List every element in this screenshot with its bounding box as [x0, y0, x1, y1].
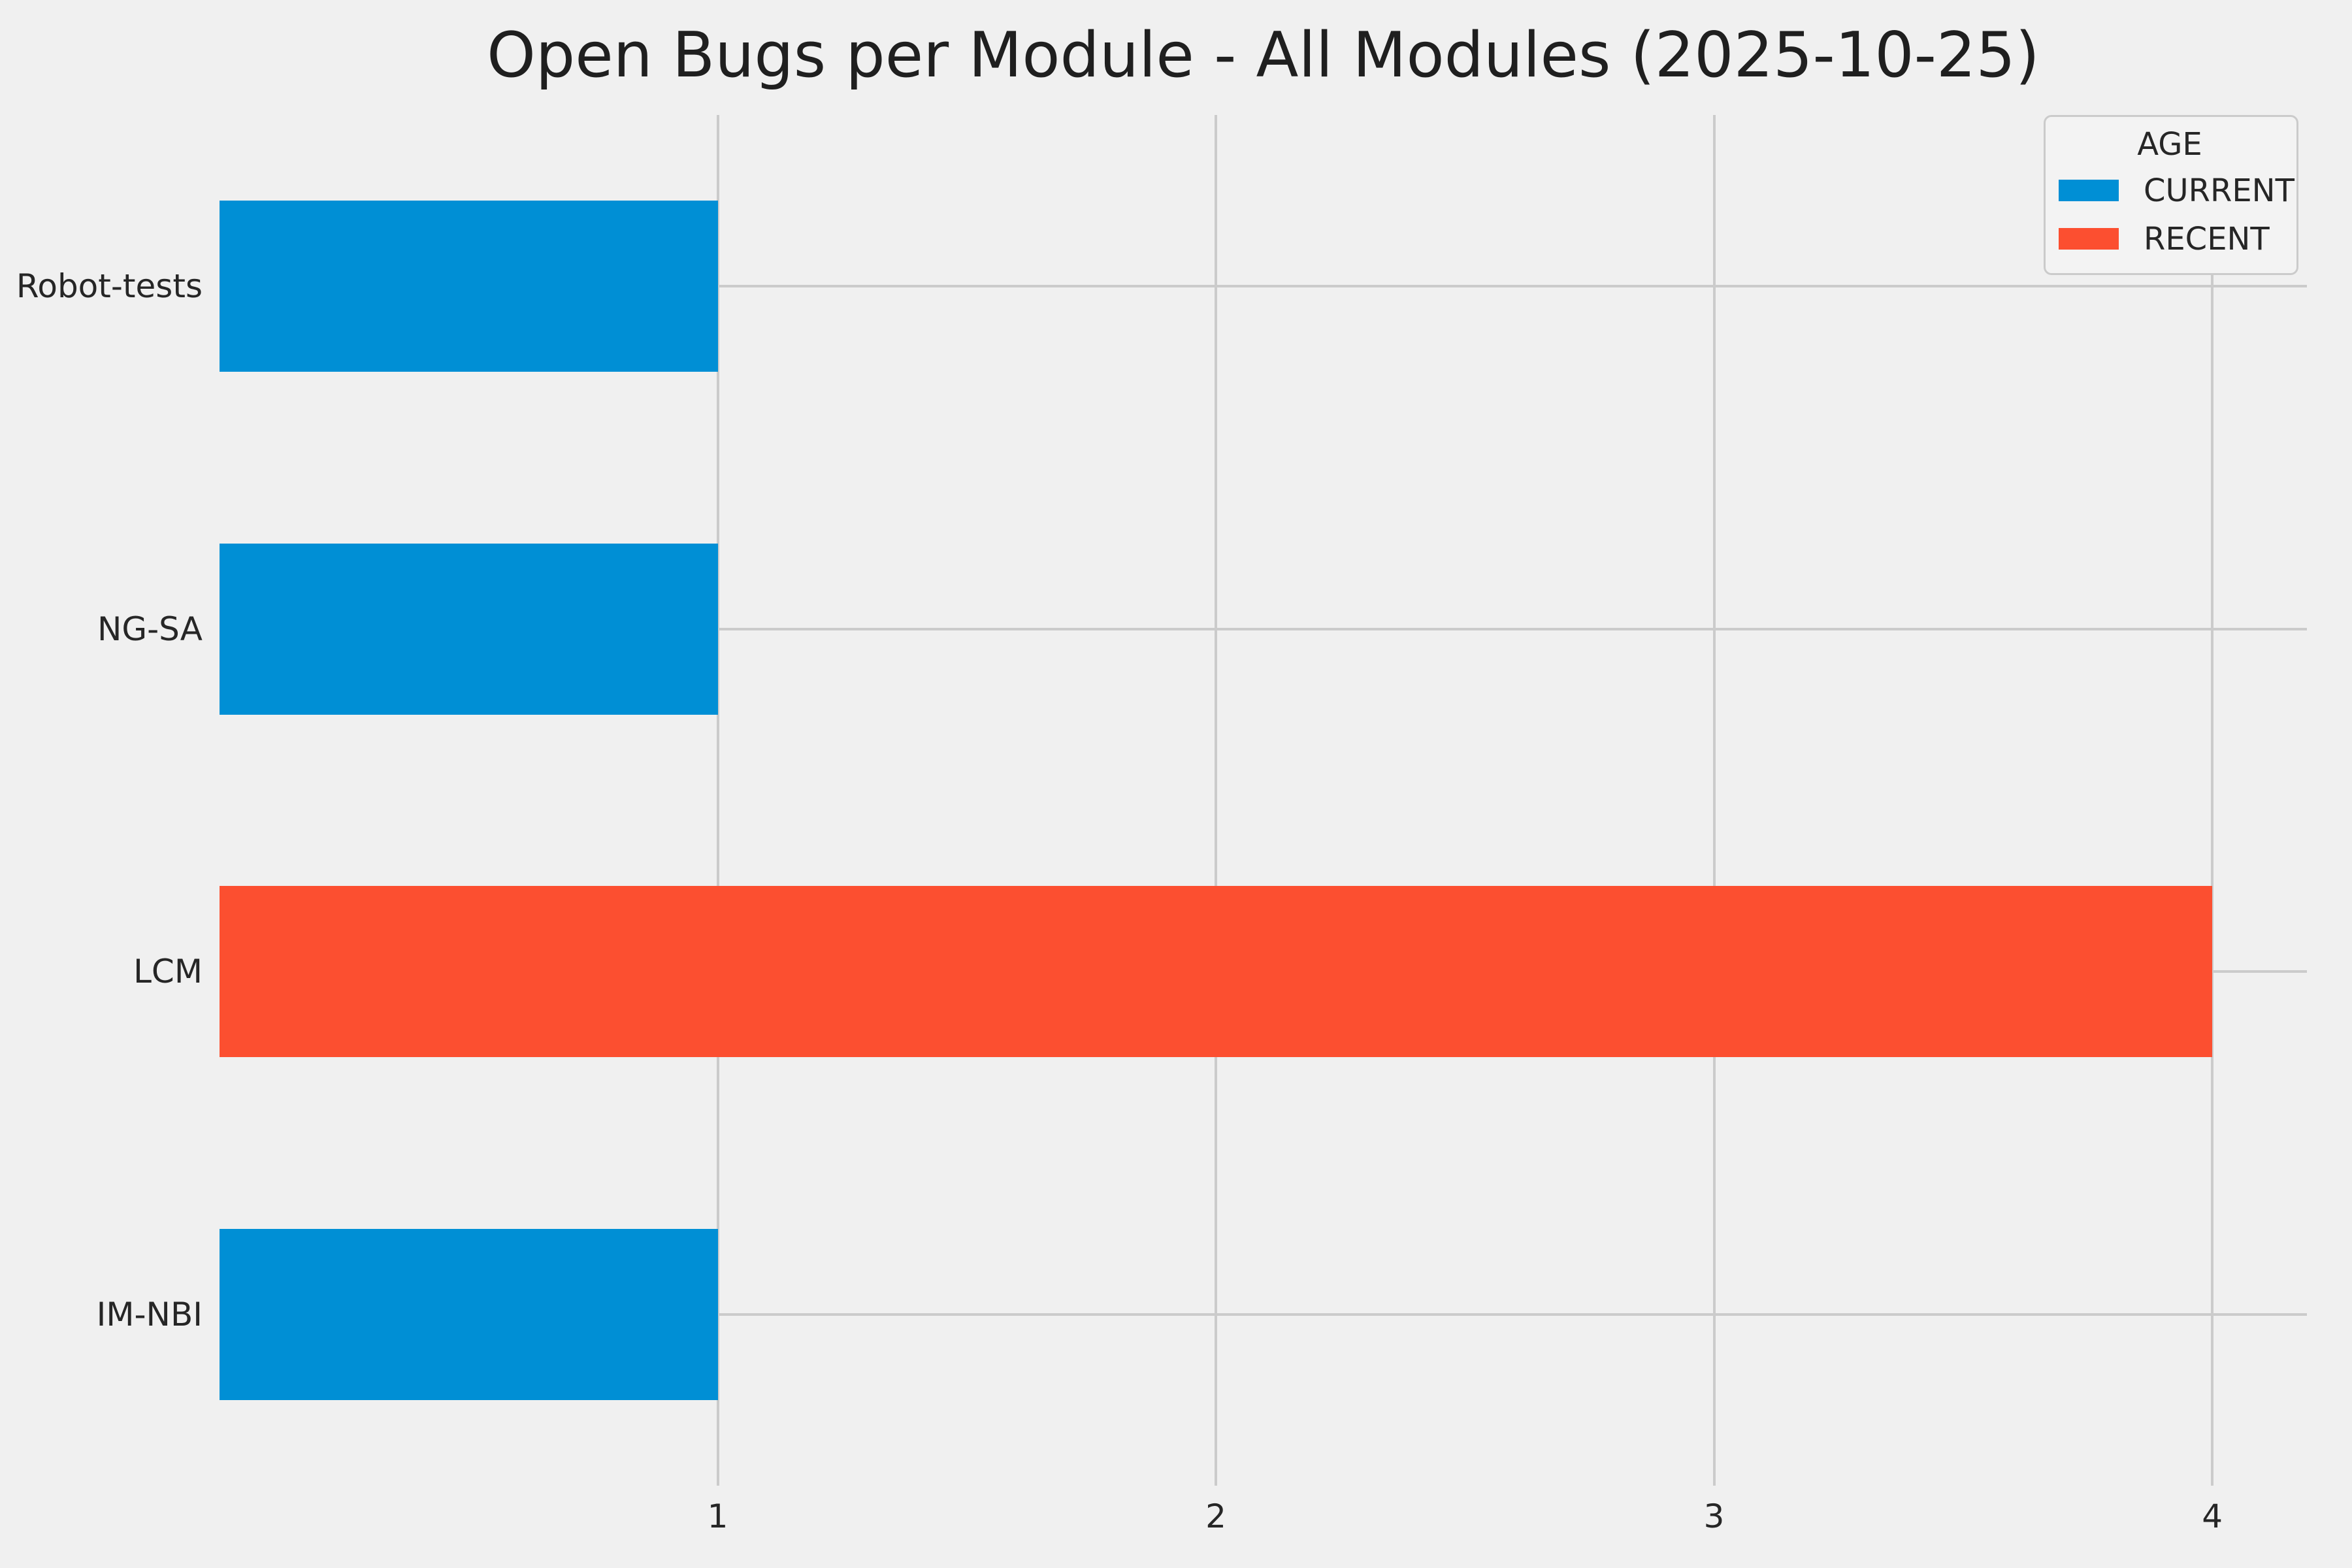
gridline-v [2211, 115, 2214, 1486]
legend-title: AGE [2137, 126, 2202, 163]
bar [220, 201, 718, 372]
legend-entries: CURRENT RECENT [2059, 172, 2295, 257]
plot-area [220, 115, 2307, 1486]
x-tick-label: 1 [707, 1497, 728, 1535]
legend-entry-label: RECENT [2144, 220, 2270, 257]
bar [220, 543, 718, 715]
gridline-h [220, 1313, 2307, 1316]
x-tick-label: 4 [2202, 1497, 2223, 1535]
gridline-v [1215, 115, 1218, 1486]
x-tick-label: 3 [1703, 1497, 1725, 1535]
gridline-v [716, 115, 719, 1486]
legend-swatch [2059, 180, 2119, 202]
gridline-h [220, 627, 2307, 630]
y-tick-label: Robot-tests [16, 267, 203, 306]
legend-entry: CURRENT [2059, 172, 2295, 209]
legend-entry: RECENT [2059, 221, 2281, 257]
gridline-h [220, 285, 2307, 288]
bar [220, 886, 2213, 1058]
gridline-v [1712, 115, 1716, 1486]
legend-swatch [2059, 228, 2119, 250]
y-tick-label: NG-SA [97, 610, 203, 648]
chart-title: Open Bugs per Module - All Modules (2025… [487, 20, 2040, 91]
y-tick-label: LCM [133, 953, 203, 991]
x-tick-label: 2 [1205, 1497, 1226, 1535]
legend-entry-label: CURRENT [2144, 172, 2295, 209]
y-tick-label: IM-NBI [96, 1295, 203, 1333]
legend: AGE CURRENT RECENT [2044, 115, 2298, 275]
bar [220, 1228, 718, 1400]
